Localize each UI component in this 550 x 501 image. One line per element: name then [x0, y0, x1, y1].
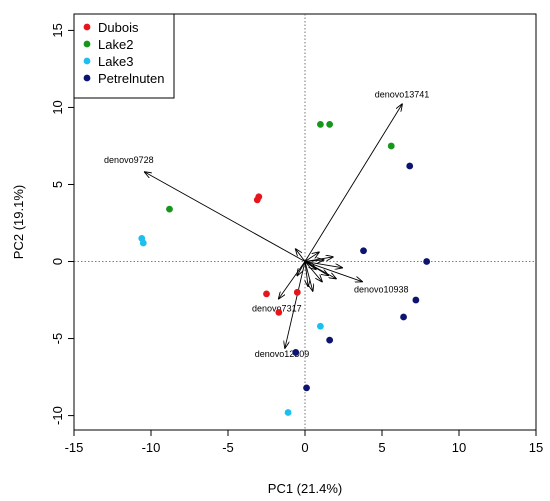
loading-arrow	[296, 249, 306, 262]
point-petrelnuten	[423, 258, 431, 265]
x-tick-label: -5	[222, 440, 234, 455]
legend-label: Dubois	[98, 20, 139, 35]
x-tick-label: 0	[301, 440, 308, 455]
y-tick-label: 10	[50, 100, 65, 114]
y-tick-label: 5	[50, 181, 65, 188]
loading-arrow	[145, 172, 306, 262]
legend-marker	[83, 23, 91, 31]
x-axis-title: PC1 (21.4%)	[268, 481, 342, 496]
loading-arrow	[304, 252, 319, 262]
point-petrelnuten	[326, 336, 334, 344]
point-lake3	[317, 322, 324, 330]
loading-label: denovo7317	[252, 303, 302, 313]
loading-label: denovo10938	[354, 285, 409, 295]
legend-marker	[83, 40, 91, 48]
point-dubois	[263, 290, 270, 298]
loading-arrow	[304, 261, 316, 270]
loading-arrow	[304, 261, 313, 291]
x-tick-label: 5	[378, 440, 385, 455]
y-axis-title: PC2 (19.1%)	[11, 185, 26, 259]
y-tick-label: -5	[50, 333, 65, 345]
legend-marker	[83, 57, 91, 65]
point-petrelnuten	[412, 296, 420, 304]
x-tick-label: 15	[529, 440, 543, 455]
loading-arrow	[304, 104, 402, 262]
loading-arrow	[279, 261, 306, 299]
point-petrelnuten	[406, 162, 414, 170]
point-lake3	[139, 239, 147, 247]
x-tick-label: -15	[65, 440, 84, 455]
y-tick-label: 0	[50, 258, 65, 265]
point-lake2	[387, 142, 395, 150]
legend-label: Petrelnuten	[98, 71, 165, 86]
loading-arrow	[297, 261, 306, 276]
point-dubois	[275, 308, 283, 316]
point-petrelnuten	[400, 313, 407, 321]
point-lake2	[317, 120, 324, 128]
loading-label: denovo13741	[375, 89, 430, 99]
point-lake2	[326, 120, 334, 128]
loading-arrow	[305, 261, 308, 287]
legend-label: Lake2	[98, 37, 133, 52]
legend-box	[73, 13, 175, 99]
loading-label: denovo9728	[104, 155, 154, 165]
point-dubois	[293, 288, 301, 296]
y-tick-label: 15	[50, 23, 65, 37]
point-dubois	[253, 196, 261, 204]
point-petrelnuten	[303, 384, 310, 392]
loading-label: denovo12309	[255, 349, 310, 359]
point-lake3	[284, 409, 292, 416]
y-tick-label: -10	[50, 406, 65, 425]
point-lake2	[166, 205, 173, 213]
loading-arrow	[304, 261, 342, 268]
loading-arrow	[304, 260, 323, 262]
loading-arrow	[304, 261, 322, 282]
x-tick-label: 10	[452, 440, 466, 455]
point-petrelnuten	[360, 247, 367, 255]
x-tick-label: -10	[142, 440, 161, 455]
legend-label: Lake3	[98, 54, 133, 69]
legend: Dubois Lake2 Lake3 Petrelnuten	[73, 13, 175, 99]
legend-marker	[83, 74, 91, 82]
point-petrelnuten	[292, 349, 300, 356]
